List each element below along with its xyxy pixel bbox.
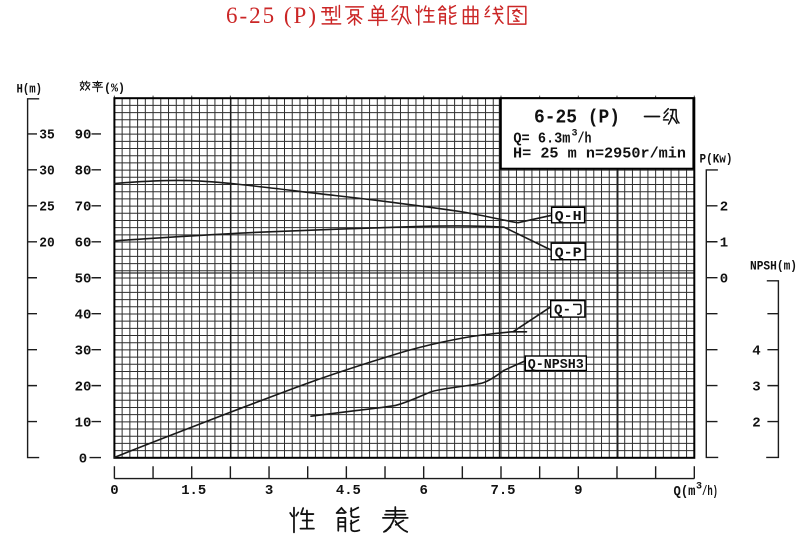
svg-text:0: 0 (720, 272, 728, 288)
svg-text:/h): /h) (702, 484, 718, 500)
svg-text:50: 50 (75, 272, 92, 288)
svg-text:3: 3 (752, 379, 760, 395)
svg-text:P(Kw): P(Kw) (700, 152, 733, 167)
svg-text:/h: /h (578, 131, 592, 148)
svg-text:25: 25 (39, 200, 55, 216)
svg-text:NPSH(m): NPSH(m) (750, 259, 797, 274)
svg-text:H(m): H(m) (17, 82, 43, 97)
svg-text:(%): (%) (104, 82, 125, 96)
svg-text:3: 3 (265, 483, 273, 499)
svg-text:Q-P: Q-P (555, 245, 582, 261)
svg-text:1: 1 (720, 236, 728, 252)
svg-text:3: 3 (572, 129, 578, 140)
svg-text:Q(m: Q(m (674, 484, 696, 500)
svg-text:Q= 6.3m: Q= 6.3m (513, 131, 570, 148)
svg-text:1.5: 1.5 (181, 483, 206, 499)
svg-text:9: 9 (574, 483, 582, 499)
svg-text:7.5: 7.5 (491, 483, 516, 499)
svg-text:4.5: 4.5 (336, 483, 361, 499)
svg-text:2: 2 (752, 415, 760, 431)
svg-text:6-25 (P): 6-25 (P) (226, 3, 316, 28)
svg-text:70: 70 (75, 200, 92, 216)
svg-text:60: 60 (75, 236, 92, 252)
svg-text:Q-NPSH3: Q-NPSH3 (528, 357, 584, 373)
svg-text:0: 0 (110, 483, 118, 499)
svg-text:20: 20 (39, 236, 55, 252)
svg-text:10: 10 (75, 415, 92, 431)
svg-text:90: 90 (75, 128, 92, 144)
svg-text:6-25 (P): 6-25 (P) (534, 107, 620, 129)
svg-text:6: 6 (419, 483, 427, 499)
svg-text:H= 25 m n=2950r/min: H= 25 m n=2950r/min (513, 146, 686, 163)
svg-text:30: 30 (75, 343, 92, 359)
svg-text:2: 2 (720, 200, 728, 216)
svg-text:0: 0 (79, 451, 87, 467)
svg-text:80: 80 (75, 164, 92, 180)
svg-text:40: 40 (75, 308, 92, 324)
svg-text:20: 20 (75, 379, 92, 395)
svg-text:Q-: Q- (554, 303, 571, 319)
svg-text:3: 3 (696, 482, 702, 493)
svg-text:Q-H: Q-H (555, 209, 582, 225)
svg-text:30: 30 (39, 164, 55, 180)
svg-text:4: 4 (752, 344, 760, 360)
svg-text:35: 35 (39, 128, 55, 144)
